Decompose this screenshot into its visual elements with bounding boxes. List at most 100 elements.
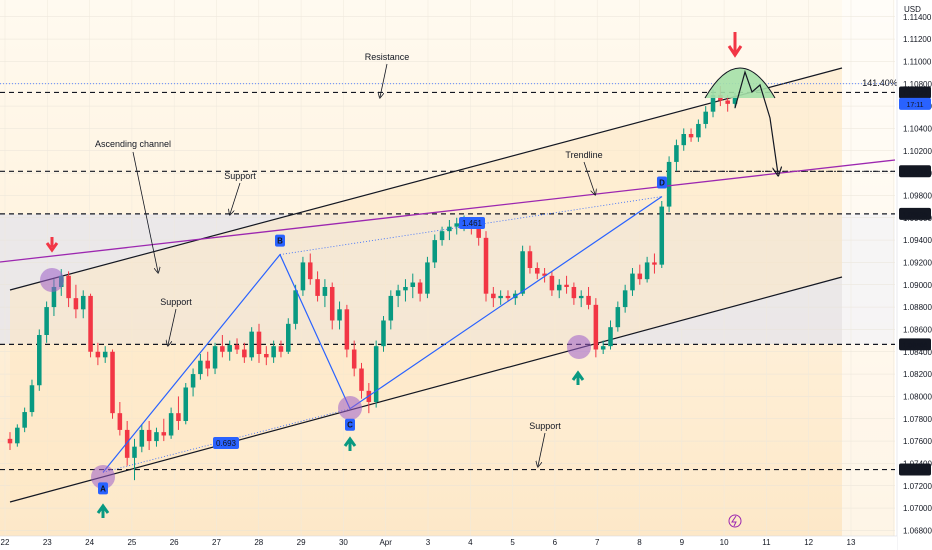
level-badge-text: 1.08466 (902, 342, 927, 349)
candle-body (666, 161, 672, 207)
pattern-point-badge (275, 234, 285, 247)
candle (600, 340, 606, 354)
x-tick-label: 6 (553, 538, 558, 547)
candle (242, 342, 247, 363)
annotation-text: Resistance (365, 52, 410, 62)
candle (286, 318, 291, 354)
candle-body (578, 295, 584, 299)
y-tick-label: 1.08000 (903, 392, 932, 401)
candle-body (29, 385, 35, 413)
candle (527, 245, 533, 274)
candle-body (622, 290, 628, 308)
candle (388, 290, 394, 330)
candle-body (271, 346, 276, 358)
annotation-text: Support (224, 171, 256, 181)
candle-body (117, 413, 123, 430)
x-tick-label: 11 (762, 538, 771, 547)
candle-body (300, 262, 306, 291)
candle-body (732, 97, 738, 104)
annotation-pointer (132, 151, 158, 272)
candle-body (256, 331, 262, 354)
annotation-pointer (380, 63, 388, 97)
candle (146, 420, 152, 451)
candle-body (44, 307, 49, 335)
annotation-pointer (538, 432, 546, 466)
channel-lower-line (9, 276, 843, 503)
y-tick-label: 1.09200 (903, 258, 932, 267)
candle-body (286, 323, 291, 352)
candle (344, 304, 350, 358)
candle (505, 290, 511, 302)
candle-body (183, 387, 189, 421)
price-tag (899, 97, 931, 110)
candle (154, 427, 159, 447)
candle (688, 128, 694, 142)
trendline (0, 159, 896, 263)
candle (22, 407, 27, 433)
candle-body (22, 412, 27, 428)
candle-body (593, 304, 599, 350)
projection-arc-outline (704, 67, 776, 99)
candle-body (403, 286, 408, 291)
y-tick-label: 1.11400 (903, 13, 932, 22)
level-badge-text: 1.07345 (902, 468, 927, 475)
candle (176, 396, 181, 430)
candle-body (725, 100, 730, 104)
candle-body (220, 346, 225, 352)
candle (666, 156, 672, 213)
annotation-pointer (168, 308, 177, 345)
lightning-icon (731, 515, 737, 527)
candle-body (234, 345, 240, 350)
candle (168, 407, 174, 439)
candle (593, 298, 599, 358)
candle (417, 279, 423, 302)
level-badge (899, 207, 931, 220)
candle-body (15, 427, 20, 444)
candle (491, 286, 496, 308)
candle-body (586, 295, 591, 305)
x-tick-label: 8 (637, 538, 642, 547)
pattern-point-label: A (100, 484, 106, 493)
x-tick-label: 10 (720, 538, 729, 547)
candle-body (703, 111, 708, 124)
candle-body (505, 295, 511, 299)
candle (359, 362, 364, 399)
candle (373, 340, 379, 408)
y-tick-label: 1.08800 (903, 303, 932, 312)
candle (249, 327, 254, 361)
candle (80, 290, 86, 319)
candle (132, 438, 137, 481)
candle-body (373, 346, 379, 402)
y-tick-label: 1.06800 (903, 526, 932, 535)
candle (337, 301, 342, 330)
y-tick-label: 1.11000 (903, 57, 932, 66)
candle (381, 316, 386, 352)
x-tick-label: 7 (595, 538, 600, 547)
candle-body (198, 360, 203, 375)
annotation-text: Trendline (565, 150, 602, 160)
x-tick-label: 12 (804, 538, 813, 547)
candle (351, 340, 357, 377)
candle (315, 271, 320, 302)
pattern-point-badge (657, 176, 667, 189)
pattern-ratio-label: 0.693 (216, 439, 237, 448)
candle-body (227, 345, 232, 352)
annotation-pointer (583, 161, 595, 194)
candle (205, 351, 210, 377)
candle-body (315, 279, 320, 296)
candle-body (491, 293, 496, 299)
candle (300, 256, 306, 296)
highlight-circle (338, 396, 362, 420)
level-badge-text: 1.09635 (902, 212, 927, 219)
candle-body (535, 268, 540, 274)
pattern-point-label: C (347, 421, 353, 430)
candle-body (88, 295, 93, 352)
x-tick-label: 24 (85, 538, 94, 547)
level-badge-text: 1.10016 (902, 169, 927, 176)
candle (212, 342, 218, 375)
candle-body (644, 262, 650, 280)
x-tick-label: 30 (339, 538, 348, 547)
candle-body (520, 251, 525, 294)
candle-body (483, 237, 489, 294)
